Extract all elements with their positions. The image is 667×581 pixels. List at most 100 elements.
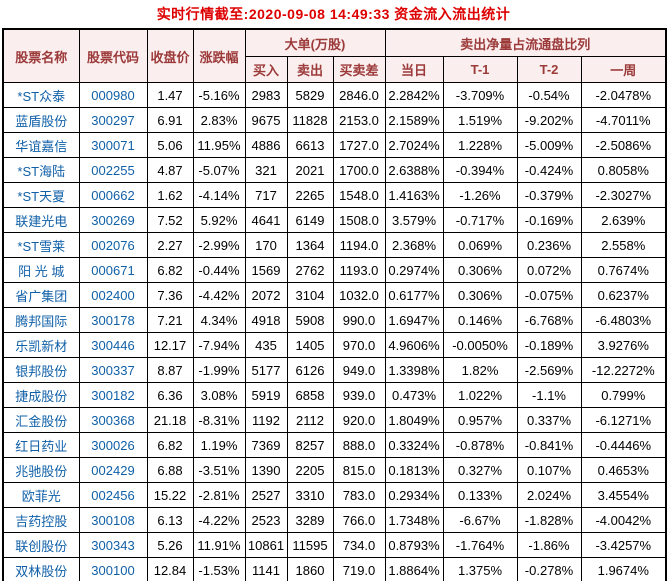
t2-pct-cell: -6.768%	[516, 307, 582, 333]
sell-volume-cell: 5908	[286, 307, 334, 333]
table-row[interactable]: 蓝盾股份 300297 6.91 2.83% 9675 11828 2153.0…	[2, 107, 667, 133]
week-pct-cell: 0.799%	[580, 382, 667, 408]
t2-pct-cell: 0.072%	[516, 257, 582, 283]
buy-volume-cell: 10861	[244, 532, 288, 558]
week-pct-cell: 3.4554%	[580, 482, 667, 508]
table-row[interactable]: 捷成股份 300182 6.36 3.08% 5919 6858 939.0 0…	[2, 382, 667, 408]
close-price-cell: 6.88	[146, 457, 194, 483]
change-pct-cell: -1.99%	[192, 357, 246, 383]
buy-sell-diff-cell: 949.0	[332, 357, 386, 383]
table-row[interactable]: 阳 光 城 000671 6.82 -0.44% 1569 2762 1193.…	[2, 257, 667, 283]
day-pct-cell: 2.2842%	[384, 82, 444, 108]
sell-volume-cell: 11828	[286, 107, 334, 133]
change-pct-cell: 1.19%	[192, 432, 246, 458]
t2-pct-cell: 0.236%	[516, 232, 582, 258]
stock-code-cell: 002456	[78, 482, 148, 508]
change-pct-cell: -5.16%	[192, 82, 246, 108]
day-pct-cell: 0.2974%	[384, 257, 444, 283]
day-pct-cell: 1.8049%	[384, 407, 444, 433]
t1-pct-cell: 0.306%	[442, 257, 518, 283]
close-price-cell: 1.62	[146, 182, 194, 208]
week-pct-cell: -2.0478%	[580, 82, 667, 108]
buy-volume-cell: 7369	[244, 432, 288, 458]
day-pct-cell: 2.1589%	[384, 107, 444, 133]
week-pct-cell: 2.558%	[580, 232, 667, 258]
buy-sell-diff-cell: 888.0	[332, 432, 386, 458]
stock-code-cell: 300368	[78, 407, 148, 433]
col-header-buy-sell-diff: 买卖差	[332, 56, 386, 83]
buy-volume-cell: 2983	[244, 82, 288, 108]
close-price-cell: 6.36	[146, 382, 194, 408]
buy-volume-cell: 1569	[244, 257, 288, 283]
table-row[interactable]: 吉药控股 300108 6.13 -4.22% 2523 3289 766.0 …	[2, 507, 667, 533]
table-row[interactable]: *ST天夏 000662 1.62 -4.14% 717 2265 1548.0…	[2, 182, 667, 208]
table-row[interactable]: 汇金股份 300368 21.18 -8.31% 1192 2112 920.0…	[2, 407, 667, 433]
t1-pct-cell: 0.957%	[442, 407, 518, 433]
sell-volume-cell: 3310	[286, 482, 334, 508]
stock-name-cell: 联创股份	[2, 532, 80, 558]
table-row[interactable]: 联创股份 300343 5.26 11.91% 10861 11595 734.…	[2, 532, 667, 558]
table-row[interactable]: 联建光电 300269 7.52 5.92% 4641 6149 1508.0 …	[2, 207, 667, 233]
table-row[interactable]: *ST海陆 002255 4.87 -5.07% 321 2021 1700.0…	[2, 157, 667, 183]
table-body: *ST众泰 000980 1.47 -5.16% 2983 5829 2846.…	[2, 82, 667, 581]
stock-name-cell: 华谊嘉信	[2, 132, 80, 158]
week-pct-cell: 0.4653%	[580, 457, 667, 483]
table-row[interactable]: *ST众泰 000980 1.47 -5.16% 2983 5829 2846.…	[2, 82, 667, 108]
stock-name-cell: 汇金股份	[2, 407, 80, 433]
stock-name-cell: 乐凯新材	[2, 332, 80, 358]
table-row[interactable]: 华谊嘉信 300071 5.06 11.95% 4886 6613 1727.0…	[2, 132, 667, 158]
t1-pct-cell: -6.67%	[442, 507, 518, 533]
buy-volume-cell: 2527	[244, 482, 288, 508]
sell-volume-cell: 1405	[286, 332, 334, 358]
table-row[interactable]: 红日药业 300026 6.82 1.19% 7369 8257 888.0 0…	[2, 432, 667, 458]
table-row[interactable]: 欧菲光 002456 15.22 -2.81% 2527 3310 783.0 …	[2, 482, 667, 508]
close-price-cell: 5.26	[146, 532, 194, 558]
stock-name-cell: 双林股份	[2, 557, 80, 581]
stock-name-cell: *ST海陆	[2, 157, 80, 183]
stock-code-cell: 300343	[78, 532, 148, 558]
t2-pct-cell: 0.337%	[516, 407, 582, 433]
buy-sell-diff-cell: 990.0	[332, 307, 386, 333]
table-row[interactable]: 兆驰股份 002429 6.88 -3.51% 1390 2205 815.0 …	[2, 457, 667, 483]
change-pct-cell: -8.31%	[192, 407, 246, 433]
close-price-cell: 21.18	[146, 407, 194, 433]
stock-code-cell: 300182	[78, 382, 148, 408]
week-pct-cell: -0.4446%	[580, 432, 667, 458]
change-pct-cell: -4.22%	[192, 507, 246, 533]
table-row[interactable]: 银邦股份 300337 8.87 -1.99% 5177 6126 949.0 …	[2, 357, 667, 383]
stock-code-cell: 300026	[78, 432, 148, 458]
buy-volume-cell: 1390	[244, 457, 288, 483]
week-pct-cell: -2.3027%	[580, 182, 667, 208]
t1-pct-cell: 1.022%	[442, 382, 518, 408]
day-pct-cell: 0.3324%	[384, 432, 444, 458]
col-header-close-price: 收盘价	[146, 28, 194, 83]
change-pct-cell: 4.34%	[192, 307, 246, 333]
stock-name-cell: 银邦股份	[2, 357, 80, 383]
t2-pct-cell: -9.202%	[516, 107, 582, 133]
sell-volume-cell: 6126	[286, 357, 334, 383]
change-pct-cell: -2.81%	[192, 482, 246, 508]
day-pct-cell: 2.6388%	[384, 157, 444, 183]
t1-pct-cell: 1.375%	[442, 557, 518, 581]
t2-pct-cell: -0.278%	[516, 557, 582, 581]
stock-name-cell: 蓝盾股份	[2, 107, 80, 133]
week-pct-cell: 0.8058%	[580, 157, 667, 183]
buy-volume-cell: 4641	[244, 207, 288, 233]
t2-pct-cell: -0.189%	[516, 332, 582, 358]
stock-code-cell: 300178	[78, 307, 148, 333]
change-pct-cell: 11.91%	[192, 532, 246, 558]
table-row[interactable]: 省广集团 002400 7.36 -4.42% 2072 3104 1032.0…	[2, 282, 667, 308]
table-row[interactable]: 双林股份 300100 12.84 -1.53% 1141 1860 719.0…	[2, 557, 667, 581]
close-price-cell: 7.36	[146, 282, 194, 308]
week-pct-cell: -4.0042%	[580, 507, 667, 533]
col-header-t-minus-1: T-1	[442, 56, 518, 83]
t1-pct-cell: -3.709%	[442, 82, 518, 108]
change-pct-cell: -1.53%	[192, 557, 246, 581]
table-row[interactable]: 乐凯新材 300446 12.17 -7.94% 435 1405 970.0 …	[2, 332, 667, 358]
table-row[interactable]: *ST雪莱 002076 2.27 -2.99% 170 1364 1194.0…	[2, 232, 667, 258]
table-row[interactable]: 腾邦国际 300178 7.21 4.34% 4918 5908 990.0 1…	[2, 307, 667, 333]
sell-volume-cell: 8257	[286, 432, 334, 458]
week-pct-cell: -12.2272%	[580, 357, 667, 383]
buy-volume-cell: 4918	[244, 307, 288, 333]
t2-pct-cell: -1.86%	[516, 532, 582, 558]
